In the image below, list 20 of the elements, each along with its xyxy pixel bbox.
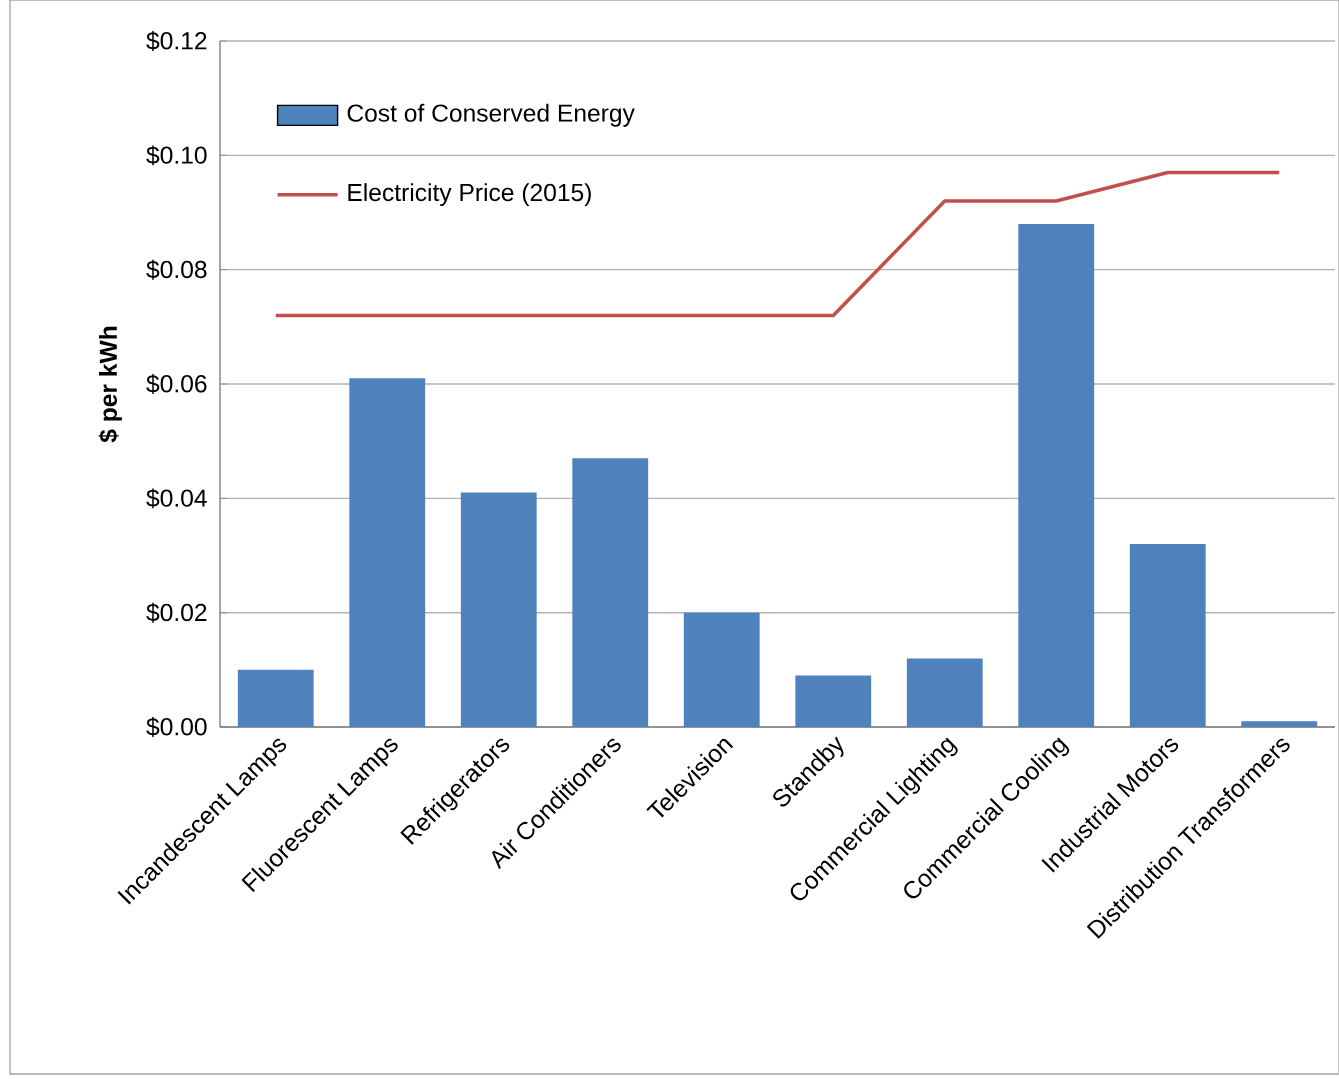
bar bbox=[1018, 223, 1095, 727]
bar bbox=[460, 492, 537, 727]
bar bbox=[349, 378, 426, 727]
bar bbox=[237, 669, 314, 727]
y-tick-label: $0.02 bbox=[146, 602, 207, 623]
y-tick-label: $0.12 bbox=[146, 31, 207, 51]
bar bbox=[906, 658, 983, 727]
bar bbox=[683, 612, 760, 727]
legend-label: Electricity Price (2015) bbox=[348, 183, 591, 207]
y-tick-label: $0.04 bbox=[146, 488, 207, 509]
bar bbox=[795, 675, 872, 727]
y-tick-label: $0.06 bbox=[146, 374, 207, 394]
y-tick-label: $0.10 bbox=[146, 145, 207, 166]
legend-label: Cost of Conserved Energy bbox=[347, 103, 635, 127]
y-tick-label: $0.00 bbox=[146, 717, 207, 737]
bar bbox=[1129, 544, 1206, 727]
bar bbox=[572, 458, 649, 727]
bar bbox=[1241, 721, 1318, 727]
y-tick-label: $0.08 bbox=[146, 259, 207, 280]
y-axis-title: $ per kWh bbox=[98, 326, 122, 443]
